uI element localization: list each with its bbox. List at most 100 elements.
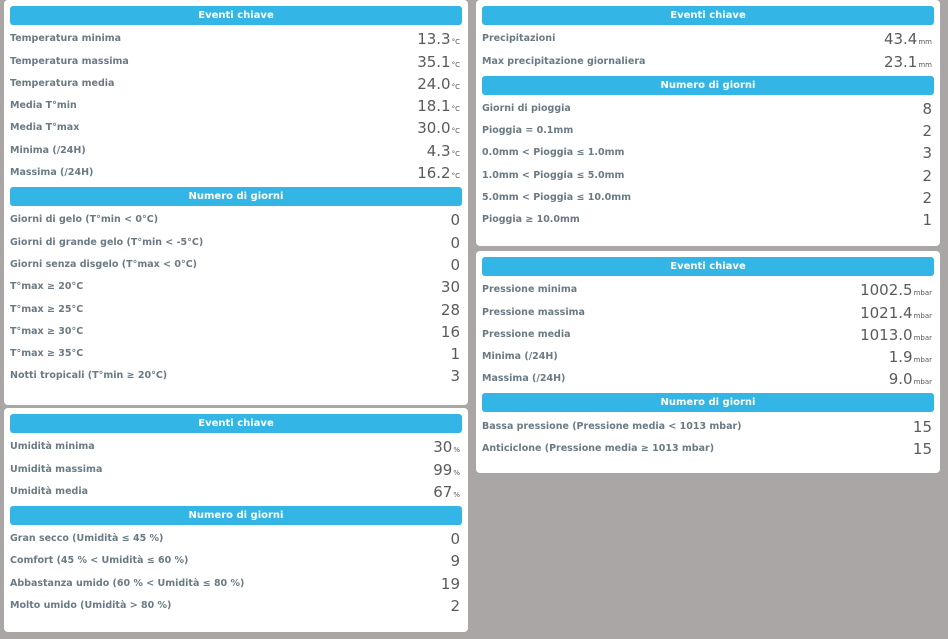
row-value: 16.2°C	[417, 164, 460, 183]
precipitation-event-row: Precipitazioni 43.4mm	[482, 27, 934, 49]
row-label: Minima (/24H)	[482, 351, 558, 363]
row-label: 0.0mm < Pioggia ≤ 1.0mm	[482, 147, 625, 159]
row-value: 18.1°C	[417, 97, 460, 116]
temperature-day-row: T°max ≥ 25°C 28	[10, 297, 462, 319]
temperature-day-row: Giorni di gelo (T°min < 0°C) 0	[10, 208, 462, 230]
temperature-day-row: T°max ≥ 20°C 30	[10, 275, 462, 297]
row-label: Pressione massima	[482, 306, 585, 318]
row-unit: °C	[451, 82, 460, 91]
row-value: 0	[450, 233, 460, 252]
row-unit: °C	[451, 149, 460, 158]
row-unit: °C	[451, 127, 460, 136]
precipitation-events-list: Precipitazioni 43.4mm Max precipitazione …	[482, 25, 934, 76]
pressure-event-row: Massima (/24H) 9.0mbar	[482, 367, 934, 389]
humidity-day-row: Abbastanza umido (60 % < Umidità ≤ 80 %)…	[10, 571, 462, 593]
row-label: Abbastanza umido (60 % < Umidità ≤ 80 %)	[10, 577, 245, 589]
row-label: Gran secco (Umidità ≤ 45 %)	[10, 533, 164, 545]
precipitation-events-header: Eventi chiave	[482, 6, 934, 25]
humidity-event-row: Umidità massima 99%	[10, 457, 462, 479]
temperature-event-row: Temperatura minima 13.3°C	[10, 27, 462, 49]
temperature-days-header: Numero di giorni	[10, 187, 462, 207]
humidity-event-row: Umidità minima 30%	[10, 435, 462, 457]
row-label: Notti tropicali (T°min ≥ 20°C)	[10, 370, 168, 382]
row-value: 1002.5mbar	[860, 281, 932, 300]
row-unit: mbar	[913, 289, 932, 298]
row-value: 2	[922, 189, 932, 208]
row-label: Massima (/24H)	[10, 167, 94, 179]
row-label: Pressione minima	[482, 284, 578, 296]
row-label: Pressione media	[482, 328, 571, 340]
row-label: Massima (/24H)	[482, 373, 566, 385]
row-value: 1021.4mbar	[860, 303, 932, 322]
row-value: 3	[450, 367, 460, 386]
row-label: 1.0mm < Pioggia ≤ 5.0mm	[482, 169, 625, 181]
row-value: 9.0mbar	[888, 370, 932, 389]
temperature-event-row: Media T°min 18.1°C	[10, 94, 462, 116]
row-label: Temperatura media	[10, 77, 115, 89]
humidity-event-row: Umidità media 67%	[10, 480, 462, 502]
row-label: Giorni di grande gelo (T°min < -5°C)	[10, 236, 204, 248]
row-value: 0	[450, 211, 460, 230]
row-value: 1	[450, 345, 460, 364]
row-unit: %	[453, 468, 460, 477]
precipitation-days-header: Numero di giorni	[482, 75, 934, 95]
humidity-card: Eventi chiave Umidità minima 30% Umidità …	[4, 408, 468, 632]
row-value: 28	[440, 300, 460, 319]
row-unit: °C	[451, 60, 460, 69]
temperature-event-row: Massima (/24H) 16.2°C	[10, 161, 462, 183]
row-value: 9	[450, 552, 460, 571]
row-label: Temperatura massima	[10, 55, 129, 67]
temperature-day-row: Notti tropicali (T°min ≥ 20°C) 3	[10, 364, 462, 386]
humidity-events-header: Eventi chiave	[10, 414, 462, 433]
row-label: Max precipitazione giornaliera	[482, 55, 646, 67]
humidity-day-row: Comfort (45 % < Umidità ≤ 60 %) 9	[10, 549, 462, 571]
row-value: 19	[440, 574, 460, 593]
row-value: 1	[922, 211, 932, 230]
temperature-day-row: Giorni senza disgelo (T°max < 0°C) 0	[10, 253, 462, 275]
row-value: 0	[450, 530, 460, 549]
row-label: Umidità minima	[10, 441, 95, 453]
humidity-day-row: Molto umido (Umidità > 80 %) 2	[10, 594, 462, 616]
row-label: Pioggia = 0.1mm	[482, 125, 574, 137]
temperature-day-row: T°max ≥ 35°C 1	[10, 342, 462, 364]
precipitation-day-row: 0.0mm < Pioggia ≤ 1.0mm 3	[482, 141, 934, 163]
temperature-day-row: T°max ≥ 30°C 16	[10, 320, 462, 342]
row-value: 8	[922, 99, 932, 118]
row-label: Comfort (45 % < Umidità ≤ 60 %)	[10, 555, 189, 567]
row-label: Giorni senza disgelo (T°max < 0°C)	[10, 258, 198, 270]
row-label: 5.0mm < Pioggia ≤ 10.0mm	[482, 192, 632, 204]
row-value: 16	[440, 322, 460, 341]
precipitation-day-row: Pioggia ≥ 10.0mm 1	[482, 208, 934, 230]
precipitation-day-row: 1.0mm < Pioggia ≤ 5.0mm 2	[482, 163, 934, 185]
temperature-event-row: Minima (/24H) 4.3°C	[10, 138, 462, 160]
temperature-event-row: Temperatura massima 35.1°C	[10, 49, 462, 71]
row-unit: °C	[451, 172, 460, 181]
row-unit: %	[453, 490, 460, 499]
row-value: 15	[912, 440, 932, 459]
precipitation-day-row: Pioggia = 0.1mm 2	[482, 119, 934, 141]
temperature-event-row: Media T°max 30.0°C	[10, 116, 462, 138]
row-value: 30.0°C	[417, 119, 460, 138]
row-label: T°max ≥ 20°C	[10, 281, 84, 293]
row-value: 2	[922, 166, 932, 185]
temperature-events-header: Eventi chiave	[10, 6, 462, 25]
row-label: T°max ≥ 30°C	[10, 325, 84, 337]
row-label: Umidità massima	[10, 463, 103, 475]
pressure-card: Eventi chiave Pressione minima 1002.5mbar…	[476, 251, 940, 473]
temperature-events-list: Temperatura minima 13.3°C Temperatura mas…	[10, 25, 462, 187]
row-label: Giorni di gelo (T°min < 0°C)	[10, 214, 159, 226]
row-value: 99%	[433, 460, 460, 479]
row-label: T°max ≥ 25°C	[10, 303, 84, 315]
row-value: 13.3°C	[417, 30, 460, 49]
row-label: Precipitazioni	[482, 33, 556, 45]
row-label: Temperatura minima	[10, 33, 122, 45]
row-label: Molto umido (Umidità > 80 %)	[10, 600, 172, 612]
row-label: Media T°min	[10, 100, 77, 112]
precipitation-days-list: Giorni di pioggia 8 Pioggia = 0.1mm 2 0.0m…	[482, 95, 934, 235]
row-value: 2	[922, 122, 932, 141]
temperature-days-list: Giorni di gelo (T°min < 0°C) 0 Giorni di …	[10, 206, 462, 390]
pressure-event-row: Minima (/24H) 1.9mbar	[482, 345, 934, 367]
row-value: 4.3°C	[426, 141, 460, 160]
precipitation-day-row: Giorni di pioggia 8	[482, 97, 934, 119]
temperature-day-row: Giorni di grande gelo (T°min < -5°C) 0	[10, 230, 462, 252]
